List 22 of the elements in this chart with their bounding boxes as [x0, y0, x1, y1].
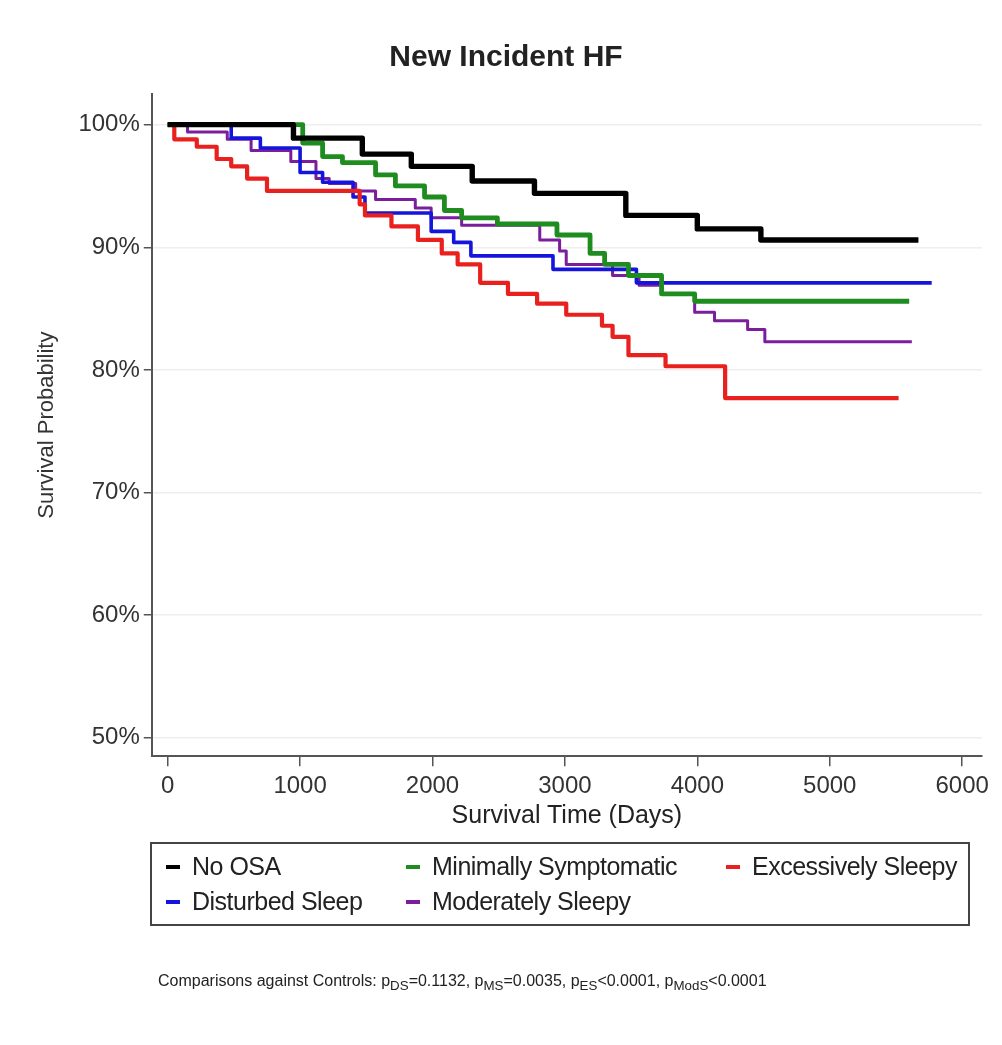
y-tick-label: 50%: [91, 722, 140, 750]
x-tick-label: 5000: [803, 771, 857, 799]
legend-label: Moderately Sleepy: [432, 887, 631, 916]
legend-label: No OSA: [192, 852, 281, 881]
x-tick-label: 1000: [273, 771, 327, 799]
text: Comparisons against Controls: p$_{DS}$=0.1132, p$_{MS}$=0.0035, p$_{ES}$<0.0001, p$_{ModS}$<0.0001: [158, 972, 767, 994]
x-tick-label: 6000: [935, 771, 989, 799]
x-tick-label: 3000: [538, 771, 592, 799]
y-tick-label: 60%: [91, 599, 140, 627]
y-tick-label: 100%: [78, 109, 140, 137]
x-tick-label: 4000: [670, 771, 725, 799]
legend-label: Minimally Symptomatic: [432, 852, 678, 881]
x-tick-label: 2000: [405, 771, 460, 799]
legend-label: Excessively Sleepy: [752, 852, 957, 881]
x-axis-title: Survival Time (Days): [451, 799, 683, 828]
y-tick-label: 90%: [91, 231, 140, 259]
chart-title: New Incident HF: [389, 39, 623, 73]
y-tick-label: 80%: [91, 354, 140, 382]
y-tick-label: 70%: [91, 477, 140, 505]
x-tick-label: 0: [160, 771, 175, 799]
legend-label: Disturbed Sleep: [192, 887, 363, 916]
y-axis-title: Survival Probability: [33, 331, 59, 519]
